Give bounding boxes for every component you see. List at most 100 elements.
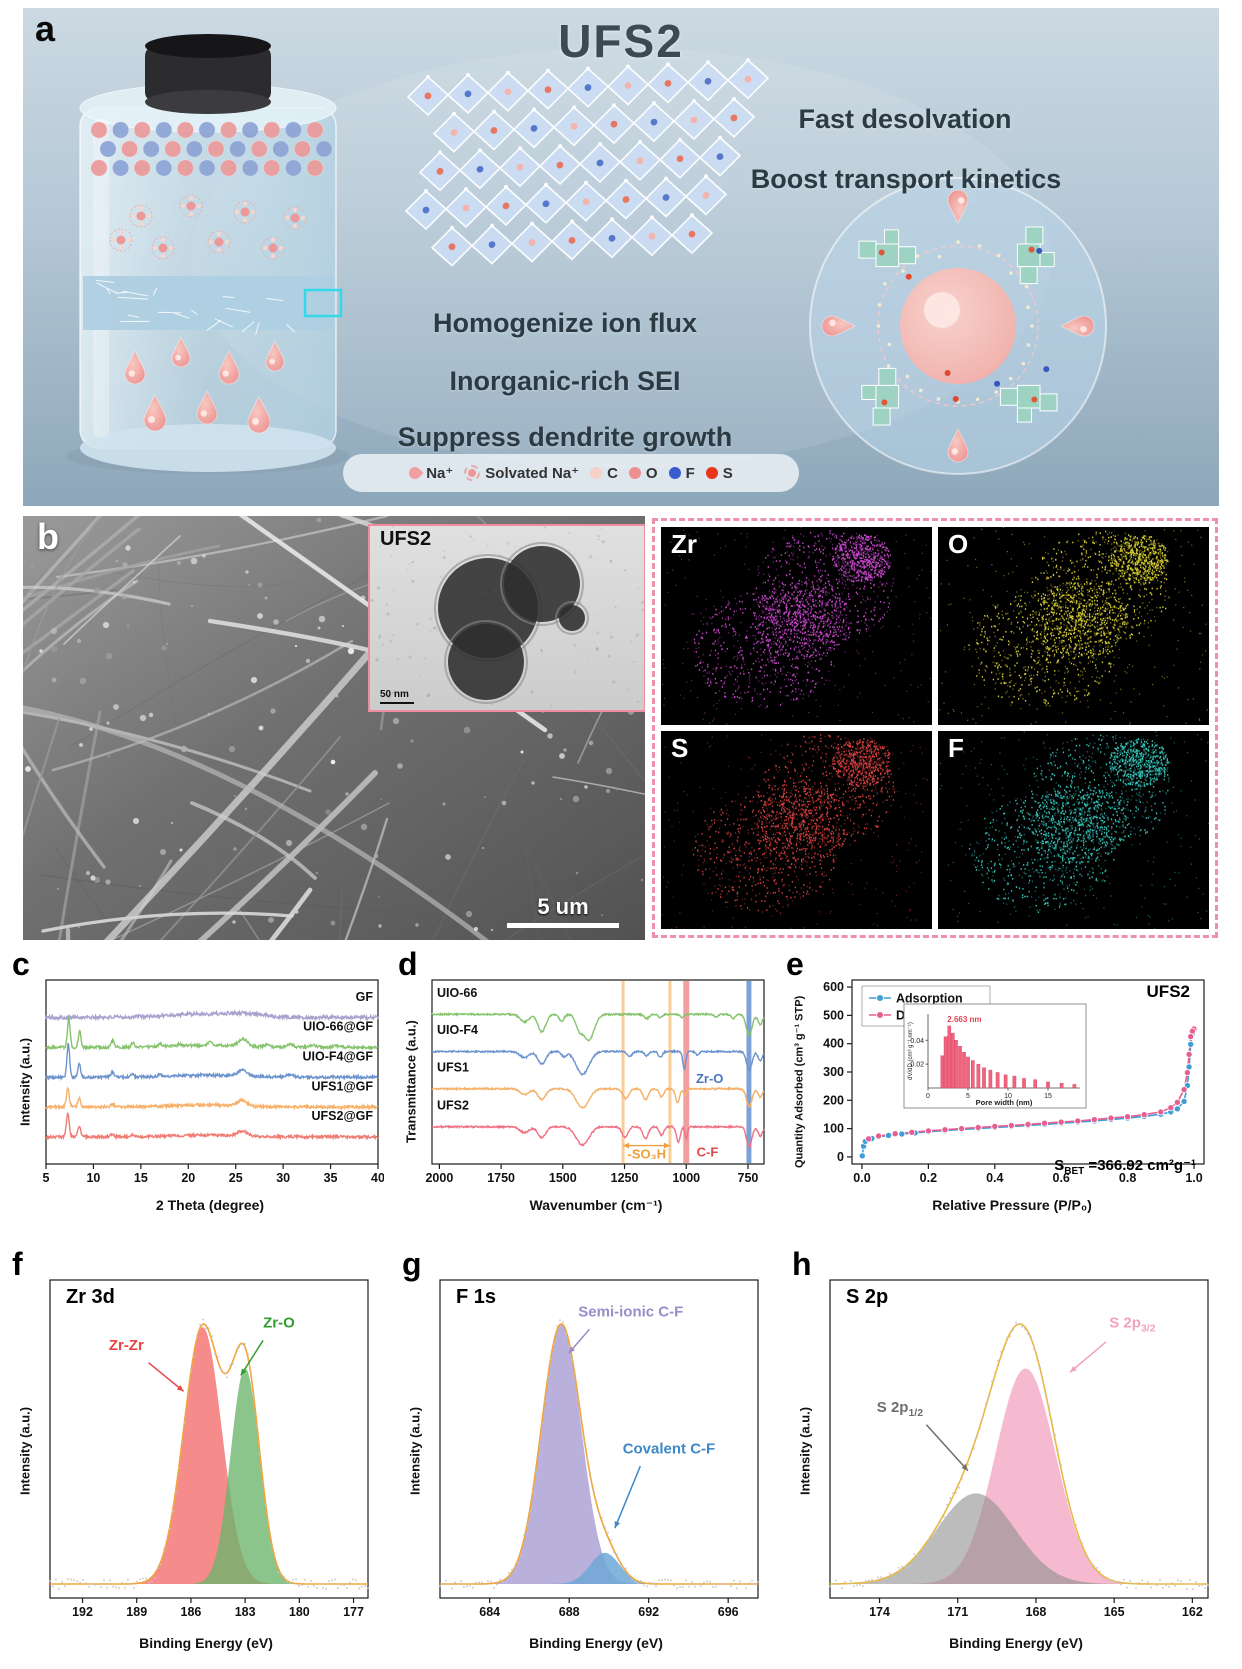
eds-map-label: O xyxy=(948,529,969,559)
xps-s-title: S 2p xyxy=(846,1286,889,1308)
svg-text:0.8: 0.8 xyxy=(1119,1171,1136,1185)
svg-text:0.2: 0.2 xyxy=(920,1171,937,1185)
eds-map-zr: Zr xyxy=(661,527,932,725)
tem-scalebar-text: 50 nm xyxy=(380,689,409,700)
panel-e-letter: e xyxy=(786,946,804,982)
panel-g-letter: g xyxy=(402,1246,422,1282)
xps-f-chart: 684 688 692 696 Semi-ionic C-F Covalent C-F xyxy=(439,1279,759,1619)
svg-text:Pore width (nm): Pore width (nm) xyxy=(976,1098,1033,1107)
svg-text:171: 171 xyxy=(947,1605,968,1619)
xps-s-chart: 174 171 168 165 162 S 2p3/2 S 2p1/2 xyxy=(829,1279,1209,1619)
isotherm-chart: 0.0 0.2 0.4 0.6 0.8 1.00100200300400500600Ads… xyxy=(823,979,1205,1185)
svg-text:Zr-Zr: Zr-Zr xyxy=(109,1337,144,1354)
ftir-chart: 2000 1750 1500 1250 1000 750 UIO-66 UIO-F4 UFS1 U… xyxy=(425,979,765,1185)
oxygen-atom-icon xyxy=(628,467,641,479)
svg-text:S 2p3/2: S 2p3/2 xyxy=(1109,1315,1155,1335)
sbet-base: S xyxy=(1054,1157,1065,1174)
svg-text:dV/dD (cm³ g⁻¹ nm⁻¹): dV/dD (cm³ g⁻¹ nm⁻¹) xyxy=(908,1022,914,1080)
eds-map-s: S xyxy=(661,731,932,929)
svg-text:165: 165 xyxy=(1104,1605,1125,1619)
svg-text:200: 200 xyxy=(823,1093,844,1107)
xps-s-y-axis-label: Intensity (a.u.) xyxy=(797,1406,813,1495)
carbon-atom-icon xyxy=(590,467,603,479)
svg-text:15: 15 xyxy=(134,1171,148,1185)
legend-item-c: C xyxy=(590,465,618,482)
svg-text:180: 180 xyxy=(289,1605,310,1619)
eds-map-label: S xyxy=(671,733,689,763)
svg-text:S 2p1/2: S 2p1/2 xyxy=(877,1399,923,1419)
svg-text:10: 10 xyxy=(1004,1093,1012,1100)
svg-text:177: 177 xyxy=(343,1605,364,1619)
eds-map-s-image xyxy=(661,734,932,929)
svg-text:186: 186 xyxy=(181,1605,202,1619)
eds-map-zr-image xyxy=(662,527,932,725)
svg-text:Zr-O: Zr-O xyxy=(696,1071,723,1086)
sem-scalebar-text: 5 um xyxy=(537,894,589,919)
xrd-x-axis-label: 2 Theta (degree) xyxy=(155,1197,265,1213)
panel-f-letter: f xyxy=(12,1246,23,1282)
svg-text:UFS1@GF: UFS1@GF xyxy=(312,1079,374,1093)
svg-text:684: 684 xyxy=(479,1605,500,1619)
text-suppress-dendrite: Suppress dendrite growth xyxy=(397,422,733,452)
solvated-na-icon xyxy=(464,465,481,481)
panel-c-xrd: c Intensity (a.u.) 5 10 15 20 25 30 35 40 GF UIO-… xyxy=(12,946,398,1226)
eds-map-f-image xyxy=(939,731,1209,929)
sbet-sub: BET xyxy=(1064,1166,1085,1177)
legend-item-f: F xyxy=(668,464,695,482)
xps-f-x-axis-label: Binding Energy (eV) xyxy=(529,1635,663,1651)
svg-text:35: 35 xyxy=(324,1171,338,1185)
svg-text:688: 688 xyxy=(559,1605,580,1619)
svg-text:Zr-O: Zr-O xyxy=(263,1315,295,1332)
panel-h-letter: h xyxy=(792,1246,812,1282)
xrd-chart: 5 10 15 20 25 30 35 40 GF UIO-66@GF UIO-F4@GF UFS1@… xyxy=(43,979,385,1185)
svg-text:600: 600 xyxy=(823,980,844,994)
xps-f-title: F 1s xyxy=(456,1286,497,1308)
svg-text:20: 20 xyxy=(181,1171,195,1185)
tem-scalebar-line xyxy=(380,702,414,704)
eds-maps: Zr O S F xyxy=(652,518,1218,938)
tem-inset: UFS2 50 nm xyxy=(368,524,645,712)
svg-text:UIO-F4@GF: UIO-F4@GF xyxy=(302,1050,373,1064)
sbet-value: SBET =366.92 cm²g⁻¹ xyxy=(1054,1156,1196,1177)
svg-text:1000: 1000 xyxy=(672,1171,700,1185)
xps-s-x-axis-label: Binding Energy (eV) xyxy=(949,1635,1083,1651)
svg-text:25: 25 xyxy=(229,1171,243,1185)
svg-text:2.663 nm: 2.663 nm xyxy=(947,1015,981,1024)
svg-text:5: 5 xyxy=(966,1093,970,1100)
svg-text:0.0: 0.0 xyxy=(853,1171,870,1185)
svg-text:500: 500 xyxy=(823,1008,844,1022)
svg-text:1250: 1250 xyxy=(611,1171,639,1185)
panel-d-ftir: d Transmittance (a.u.) 2000 1750 1500 1250 1… xyxy=(398,946,784,1226)
svg-text:168: 168 xyxy=(1026,1605,1047,1619)
svg-text:696: 696 xyxy=(718,1605,739,1619)
svg-text:-SO₃H: -SO₃H xyxy=(627,1146,666,1161)
legend-label: Solvated Na⁺ xyxy=(485,465,580,482)
svg-text:1500: 1500 xyxy=(549,1171,577,1185)
svg-text:0: 0 xyxy=(837,1150,844,1164)
svg-text:750: 750 xyxy=(738,1171,759,1185)
svg-text:174: 174 xyxy=(869,1605,890,1619)
legend-item-o: O xyxy=(628,465,658,482)
svg-text:0.6: 0.6 xyxy=(1053,1171,1070,1185)
text-homogenize-ion-flux: Homogenize ion flux xyxy=(432,308,697,338)
sbet-rest: =366.92 cm²g⁻¹ xyxy=(1084,1157,1196,1174)
svg-text:UIO-F4: UIO-F4 xyxy=(437,1023,478,1037)
svg-text:162: 162 xyxy=(1182,1605,1203,1619)
svg-text:1.0: 1.0 xyxy=(1185,1171,1202,1185)
legend-label: C xyxy=(607,464,618,482)
legend-item-s: S xyxy=(705,464,733,482)
panel-b-sem: b UFS2 50 nm 5 um xyxy=(23,516,645,940)
panel-c-letter: c xyxy=(12,946,30,982)
svg-text:UIO-66: UIO-66 xyxy=(437,986,477,1000)
svg-text:Adsorption: Adsorption xyxy=(896,992,963,1006)
svg-text:0.04: 0.04 xyxy=(910,1038,924,1045)
text-fast-desolvation: Fast desolvation xyxy=(798,104,1012,134)
xps-zr-title: Zr 3d xyxy=(66,1286,115,1308)
legend-label: S xyxy=(722,464,733,482)
xps-zr-chart: 192 189 186 183 180 177 Zr-Zr Zr-O xyxy=(49,1279,369,1619)
panel-d-letter: d xyxy=(398,946,418,982)
na-ion-icon xyxy=(406,464,424,482)
legend-label: F xyxy=(685,464,695,482)
svg-text:30: 30 xyxy=(276,1171,290,1185)
